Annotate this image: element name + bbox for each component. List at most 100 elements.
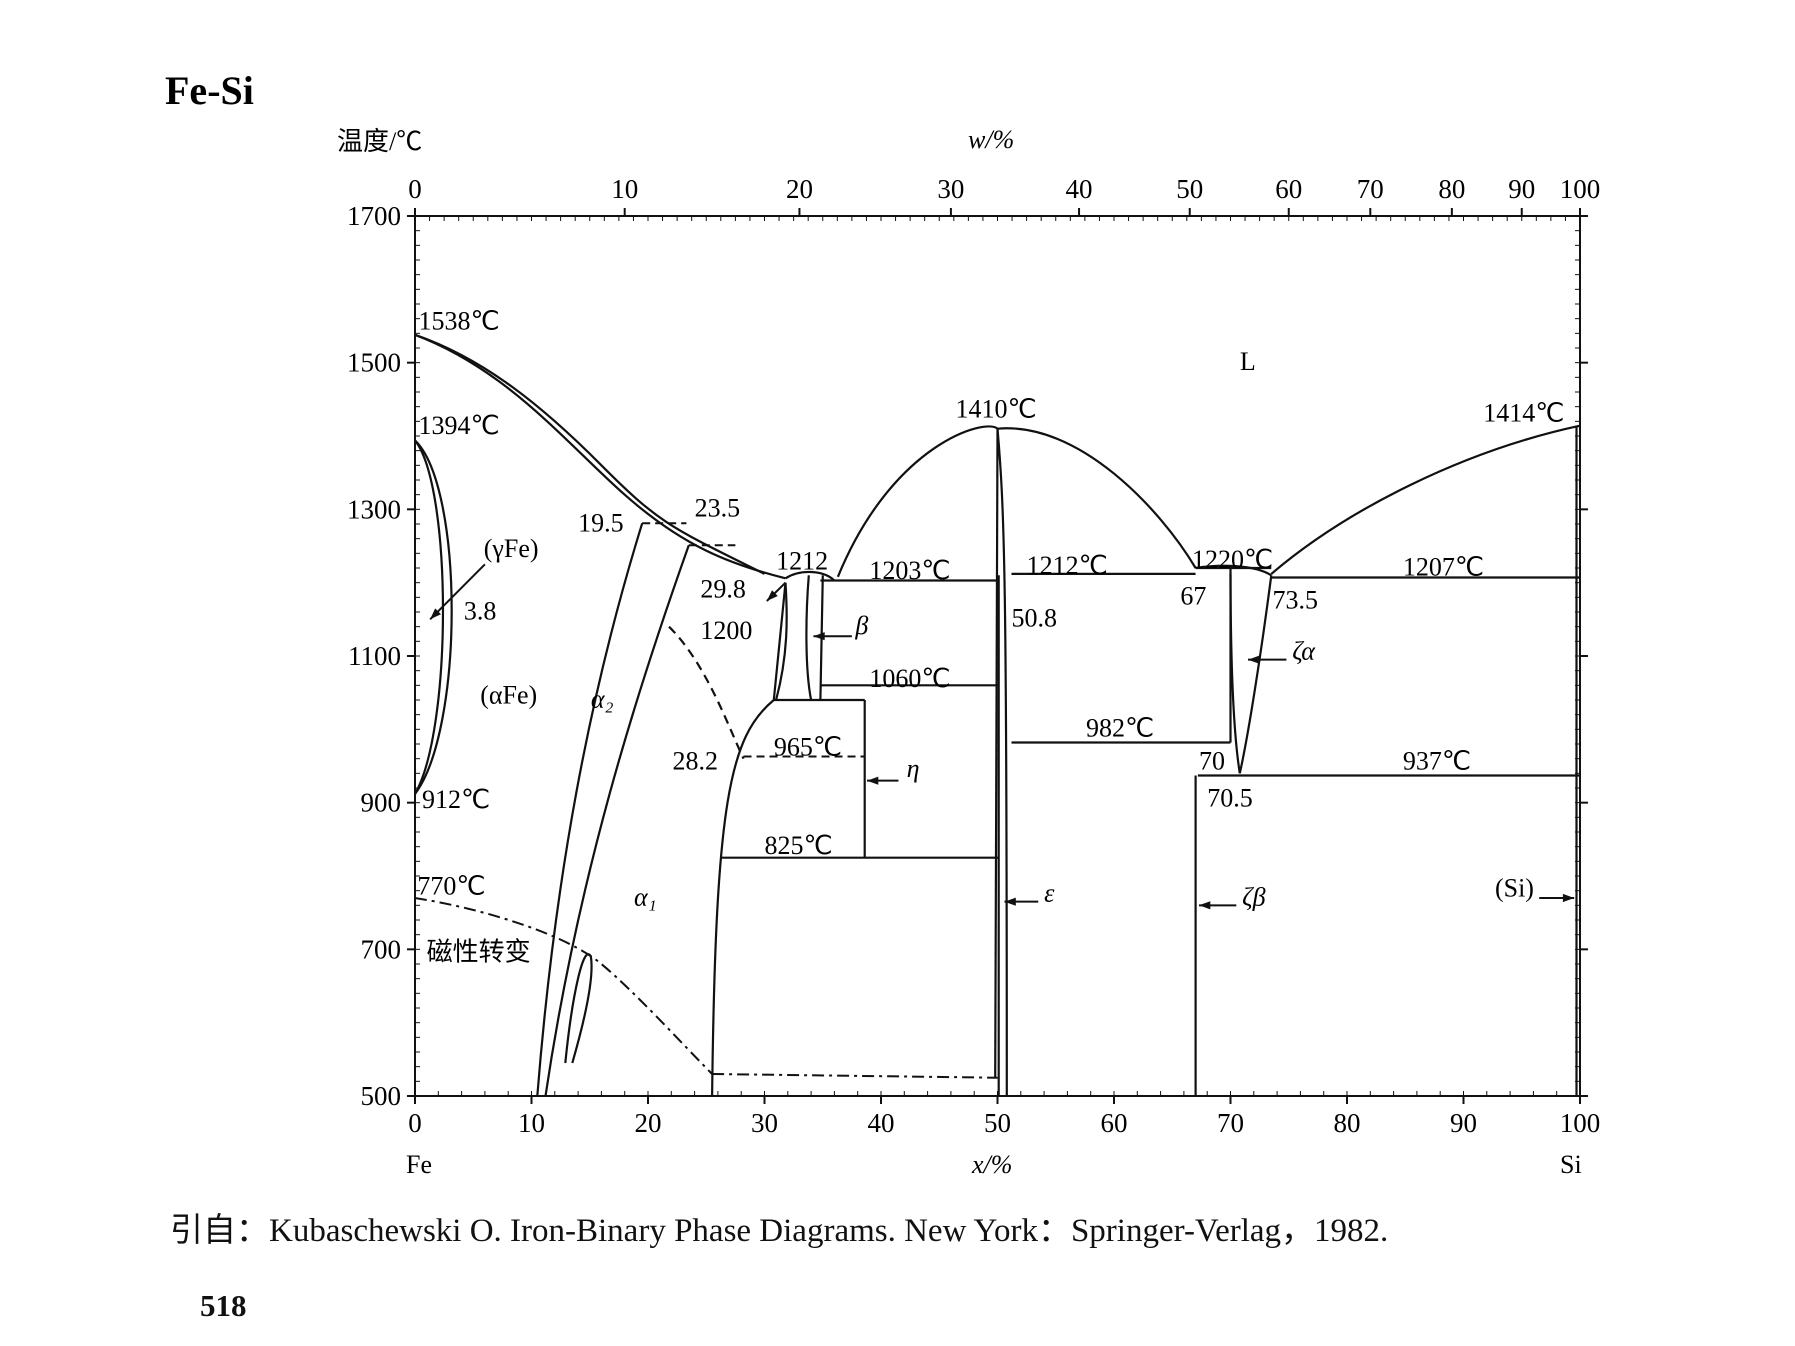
phase-label: 1414℃ — [1483, 398, 1564, 427]
phase-label: 982℃ — [1086, 714, 1154, 743]
chart-title: Fe-Si — [165, 68, 254, 113]
phase-label: 1538℃ — [418, 307, 499, 336]
phase-label: 1200 — [700, 616, 752, 645]
phase-label: 73.5 — [1272, 585, 1318, 614]
arrow-head — [766, 590, 778, 601]
phase-boundaries — [414, 333, 1581, 1097]
phase-label: η — [907, 754, 920, 783]
top-tick-label: 50 — [1176, 174, 1203, 204]
top-tick-label: 0 — [408, 174, 422, 204]
phase-label: 70.5 — [1207, 783, 1253, 812]
arrow-head — [813, 632, 825, 641]
top-tick-label: 60 — [1275, 174, 1302, 204]
top-tick-label: 30 — [937, 174, 964, 204]
phase-arrows — [429, 563, 1575, 910]
beta-loop-a — [805, 575, 813, 701]
top-tick-label: 40 — [1066, 174, 1093, 204]
phase-label: 937℃ — [1403, 747, 1471, 776]
top-tick-label: 90 — [1508, 174, 1535, 204]
beta-top — [784, 570, 836, 582]
phase-label: ε — [1044, 879, 1055, 908]
x-tick-label: 10 — [518, 1108, 545, 1138]
arrow-shaft — [429, 563, 486, 621]
top-tick-label: 80 — [1438, 174, 1465, 204]
y-tick-label: 500 — [361, 1081, 402, 1111]
phase-label: 1220℃ — [1192, 545, 1273, 574]
phase-label: (αFe) — [480, 681, 537, 710]
phase-label: 1207℃ — [1403, 552, 1484, 581]
phase-label: 29.8 — [700, 574, 746, 603]
phase-labels: 1538℃ 1394℃ (γFe) 3.8 (αFe) 912℃ 770℃ 磁性转变 19.5 2… — [417, 307, 1564, 967]
solidus-fe-side — [414, 333, 765, 575]
y-axis-label: 温度/℃ — [337, 127, 422, 156]
y-tick-label: 1500 — [347, 348, 401, 378]
y-tick-label: 900 — [361, 788, 402, 818]
x-tick-label: 60 — [1101, 1108, 1128, 1138]
phase-label: α₂ — [591, 684, 614, 713]
phase-label: 1060℃ — [869, 664, 950, 693]
beta-loop-left — [775, 582, 788, 701]
phase-label: 67 — [1180, 582, 1206, 611]
phase-label: 70 — [1199, 747, 1225, 776]
invariant-lines — [642, 522, 1580, 859]
magnetic-transition-line — [414, 897, 713, 1075]
phase-label: 825℃ — [765, 831, 833, 860]
phase-label: (γFe) — [484, 534, 539, 563]
x-tick-label: 80 — [1334, 1108, 1361, 1138]
phase-label: 1410℃ — [956, 395, 1037, 424]
gamma-loop-outer — [414, 439, 453, 795]
page-number: 518 — [200, 1288, 247, 1323]
phase-label: 770℃ — [417, 871, 485, 900]
x-tick-label: 70 — [1217, 1108, 1244, 1138]
phase-label: 19.5 — [578, 508, 624, 537]
dashed-ordering — [668, 625, 745, 760]
liquidus-si-side — [1270, 424, 1581, 575]
zeta-alpha-right — [1238, 575, 1273, 774]
phase-label: 965℃ — [774, 733, 842, 762]
y-tick-label: 1100 — [348, 641, 401, 671]
arrow-head — [430, 608, 441, 620]
phase-label: 50.8 — [1011, 604, 1057, 633]
x-tick-label: 50 — [984, 1108, 1011, 1138]
zeta-alpha-left — [1229, 567, 1241, 774]
phase-label: 磁性转变 — [427, 937, 531, 966]
alpha2-right — [544, 544, 690, 1097]
arrow-head — [1004, 897, 1016, 906]
top-axis-label: w/% — [968, 125, 1014, 154]
phase-label: ζβ — [1242, 882, 1266, 911]
ordering-dashdot-line — [712, 1073, 998, 1079]
phase-label: 1394℃ — [418, 411, 499, 440]
alpha1-right — [711, 582, 787, 1097]
alpha2-left — [536, 522, 644, 1097]
arrow-head — [1562, 893, 1575, 903]
phase-label: α₁ — [634, 882, 657, 911]
x-tick-label: 0 — [408, 1108, 422, 1138]
phase-label: 912℃ — [422, 785, 490, 814]
top-tick-label: 10 — [611, 174, 638, 204]
x-tick-label: 20 — [635, 1108, 662, 1138]
arrow-head — [867, 776, 879, 785]
phase-label: 1203℃ — [869, 556, 950, 585]
top-tick-label: 100 — [1560, 174, 1601, 204]
x-tick-label: 100 — [1560, 1108, 1601, 1138]
phase-label: 3.8 — [464, 596, 497, 625]
gamma-loop-inner — [414, 439, 445, 795]
epsilon-left — [994, 428, 999, 1078]
phase-label: ζα — [1292, 637, 1316, 666]
phase-label: 1212 — [776, 546, 828, 575]
liquidus-fe-side — [414, 333, 786, 580]
y-tick-label: 1300 — [347, 494, 401, 524]
magnetic-loop — [564, 953, 593, 1064]
liquidus-dome — [836, 425, 1197, 578]
arrow-head — [1248, 655, 1260, 664]
phase-label: β — [854, 611, 868, 640]
top-tick-label: 70 — [1357, 174, 1384, 204]
y-tick-label: 700 — [361, 934, 402, 964]
source-citation: 引自：Kubaschewski O. Iron-Binary Phase Dia… — [170, 1213, 1389, 1249]
x-tick-label: 90 — [1450, 1108, 1477, 1138]
x-tick-label: 40 — [868, 1108, 895, 1138]
phase-label: L — [1240, 347, 1256, 376]
top-tick-label: 20 — [786, 174, 813, 204]
